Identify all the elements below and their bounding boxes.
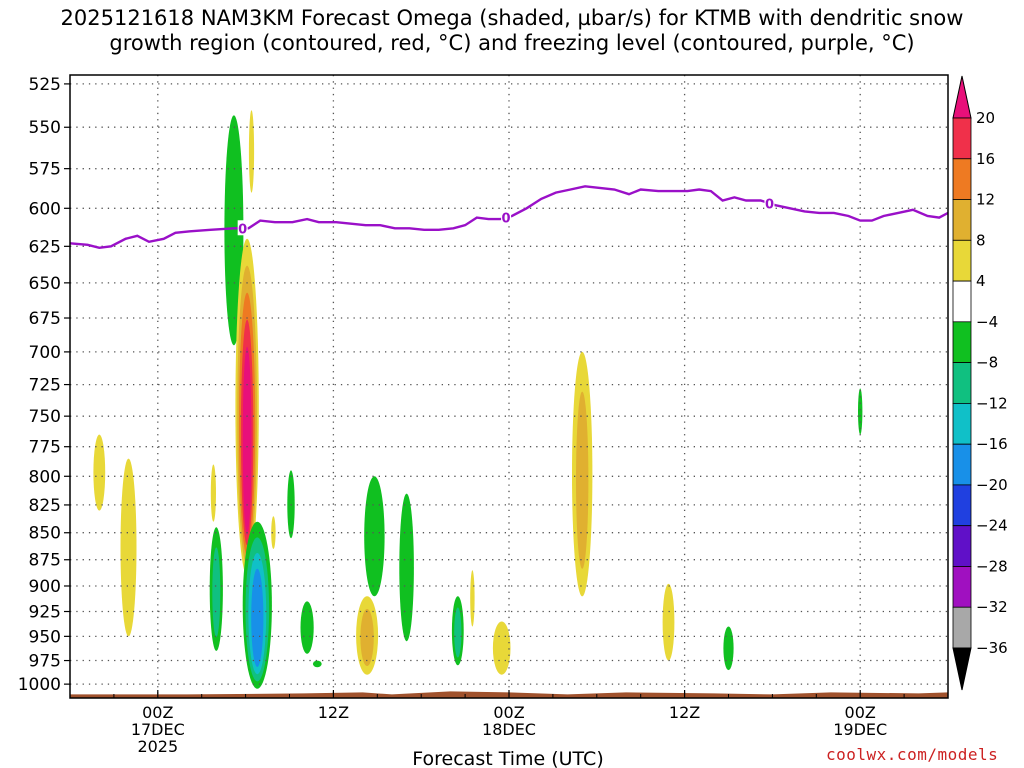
freezing-label-bg [501,209,512,225]
colorbar-segment [952,606,972,649]
colorbar-segment [952,117,972,160]
credit-text: coolwx.com/models [826,745,999,764]
omega-feature-15-level-1 [454,607,462,658]
pressure-tick-label: 900 [29,577,61,597]
omega-feature-5-level-0 [210,464,216,522]
omega-feature-3-level-3 [251,568,264,667]
pressure-tick-label: 700 [29,343,61,363]
colorbar-label: −32 [976,598,1008,616]
pressure-tick-label: 975 [29,652,61,672]
colorbar-segment [952,239,972,282]
pressure-tick-label: 725 [29,376,61,396]
omega-feature-17-level-0 [492,621,511,675]
freezing-level-layer: 0 0 0 [70,185,948,250]
pressure-tick-label: 650 [29,274,61,294]
freezing-level-label: 0 [765,197,774,212]
pressure-tick-label: 550 [29,118,61,138]
freezing-level-label: 0 [238,222,247,237]
colorbar-label: −4 [976,313,998,331]
omega-feature-4-level-1 [212,547,221,637]
pressure-tick-label: 675 [29,309,61,329]
omega-shading-layer [93,110,863,689]
pressure-tick-label: 600 [29,199,61,219]
pressure-axis: 525 550 575 600 625 650 675 700 725 750 775 800 825 8… [18,75,70,695]
omega-feature-19-level-0 [662,583,675,661]
colorbar-segment [952,402,972,445]
colorbar-segment [952,362,972,404]
colorbar-label: −8 [976,354,998,372]
colorbar-segment [952,199,972,241]
colorbar-label: −24 [976,517,1008,535]
pressure-tick-label: 625 [29,237,61,257]
time-tick-label: 00Z [493,703,524,722]
time-tick-label: 12Z [318,703,349,722]
colorbar-max-triangle [952,75,972,119]
pressure-tick-label: 925 [29,603,61,623]
x-axis-title: Forecast Time (UTC) [412,748,603,768]
colorbar-label: 20 [976,109,995,127]
grid-layer [69,75,949,698]
time-tick-label: 00Z [845,703,876,722]
colorbar-min-triangle [952,647,972,691]
omega-feature-12-level-0 [364,476,385,597]
omega-feature-9-level-0 [312,660,322,668]
colorbar-label: −36 [976,639,1008,657]
omega-feature-13-level-1 [360,609,374,666]
freezing-label-bg [237,220,248,236]
chart-title-line-2: growth region (contoured, red, °C) and f… [109,31,915,55]
time-tick-label: 17DEC [131,720,185,739]
omega-feature-6-level-0 [271,516,276,549]
colorbar-segment [952,525,972,567]
time-tick-label: 00Z [142,703,173,722]
colorbar-segment [952,443,972,486]
omega-feature-10-level-0 [93,434,106,511]
pressure-tick-label: 525 [29,75,61,95]
chart-title: 2025121618 NAM3KM Forecast Omega (shaded… [0,6,1024,56]
time-tick-label: 2025 [137,737,178,756]
time-tick-label: 12Z [669,703,700,722]
colorbar-label: −16 [976,435,1008,453]
colorbar-segment [952,280,972,323]
omega-feature-21-level-0 [858,388,863,435]
pressure-tick-label: 825 [29,496,61,516]
omega-feature-8-level-0 [300,601,314,654]
pressure-tick-label: 775 [29,438,61,458]
omega-feature-16-level-0 [470,570,475,627]
pressure-tick-label: 575 [29,160,61,180]
pressure-tick-label: 750 [29,407,61,427]
omega-feature-18-level-1 [576,391,589,569]
colorbar-label: 16 [976,150,995,168]
colorbar-label: −12 [976,394,1008,412]
pressure-tick-label: 800 [29,467,61,487]
omega-feature-14-level-0 [399,493,414,642]
freezing-level-label: 0 [502,212,511,227]
colorbar-label: 12 [976,191,995,209]
omega-feature-11-level-0 [120,458,137,637]
chart-title-line-1: 2025121618 NAM3KM Forecast Omega (shaded… [60,6,964,30]
freezing-level-contour [70,185,948,250]
colorbar-segment [952,566,972,608]
omega-feature-2-level-4 [242,346,252,536]
omega-feature-20-level-0 [723,626,734,671]
pressure-tick-label: 875 [29,551,61,571]
colorbar-label: −28 [976,558,1008,576]
colorbar-segment [952,158,972,201]
pressure-tick-label: 1000 [18,675,61,695]
colorbar-legend: 20 16 12 8 4 −4 −8 −12 −16 −20 −24 −28 −32 −36 [952,75,1008,691]
freezing-label-bg [764,195,775,211]
colorbar-label: 4 [976,272,986,290]
pressure-tick-label: 950 [29,627,61,647]
time-tick-label: 19DEC [833,720,887,739]
omega-feature-0-level-0 [224,115,244,346]
colorbar-segment [952,321,972,363]
colorbar-label: 8 [976,231,986,249]
pressure-tick-label: 850 [29,524,61,544]
colorbar-label: −20 [976,476,1008,494]
omega-feature-1-level-0 [248,110,255,193]
colorbar-segment [952,484,972,527]
time-tick-label: 18DEC [482,720,536,739]
